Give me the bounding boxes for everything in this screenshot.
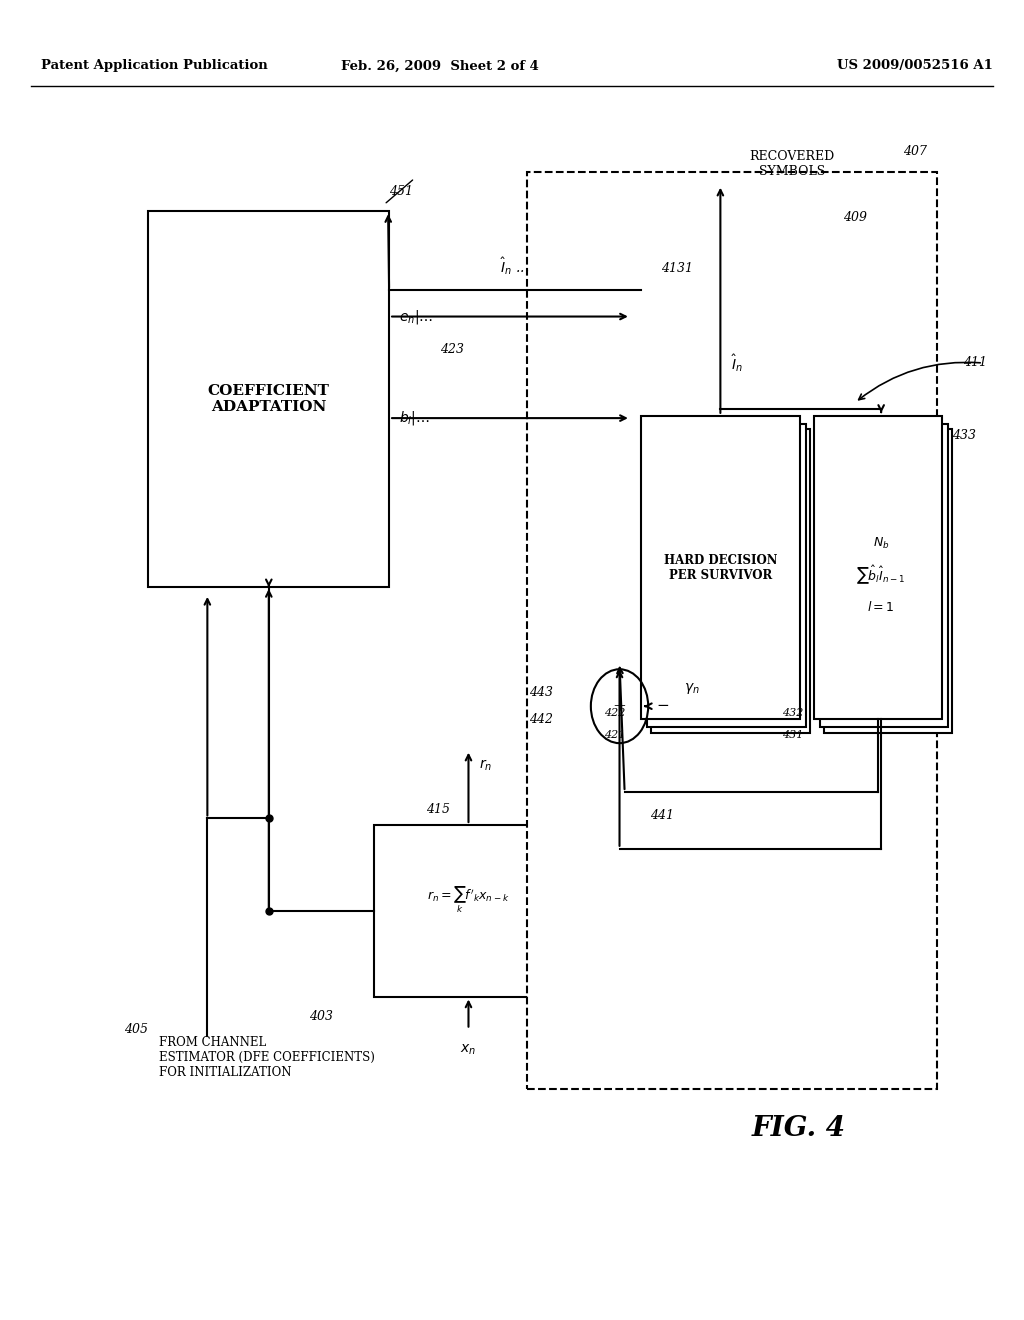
FancyBboxPatch shape xyxy=(527,172,937,1089)
Text: $\hat{I}_n$: $\hat{I}_n$ xyxy=(731,352,742,374)
Text: 403: 403 xyxy=(309,1010,333,1023)
Text: 422: 422 xyxy=(604,708,626,718)
FancyBboxPatch shape xyxy=(651,429,810,733)
Text: 405: 405 xyxy=(125,1023,148,1036)
Text: +: + xyxy=(612,698,627,714)
Text: RECOVERED
SYMBOLS: RECOVERED SYMBOLS xyxy=(750,150,835,178)
Text: $r_n=\sum_k f'_k x_{n-k}$: $r_n=\sum_k f'_k x_{n-k}$ xyxy=(427,886,510,915)
FancyBboxPatch shape xyxy=(820,424,948,727)
FancyBboxPatch shape xyxy=(824,429,952,733)
Text: 411: 411 xyxy=(963,356,986,370)
FancyBboxPatch shape xyxy=(814,416,942,719)
FancyBboxPatch shape xyxy=(647,424,806,727)
Text: Patent Application Publication: Patent Application Publication xyxy=(41,59,267,73)
Text: 407: 407 xyxy=(903,145,927,158)
Text: FROM CHANNEL
ESTIMATOR (DFE COEFFICIENTS)
FOR INITIALIZATION: FROM CHANNEL ESTIMATOR (DFE COEFFICIENTS… xyxy=(159,1036,375,1080)
FancyBboxPatch shape xyxy=(148,211,389,587)
Text: $\hat{I}_n$ ...: $\hat{I}_n$ ... xyxy=(501,256,529,277)
Text: −: − xyxy=(656,700,669,713)
Text: $\gamma_n$: $\gamma_n$ xyxy=(684,681,699,696)
Text: $r_n$: $r_n$ xyxy=(479,758,492,774)
Text: 441: 441 xyxy=(650,809,674,822)
Text: $b_l| \ldots$: $b_l| \ldots$ xyxy=(399,409,430,428)
Text: 415: 415 xyxy=(426,803,450,816)
Text: 4131: 4131 xyxy=(662,261,693,275)
FancyBboxPatch shape xyxy=(374,825,563,997)
Text: 431: 431 xyxy=(782,730,804,741)
Text: 409: 409 xyxy=(844,211,867,224)
Text: 451: 451 xyxy=(389,185,413,198)
Text: 443: 443 xyxy=(529,686,553,700)
Text: COEFFICIENT
ADAPTATION: COEFFICIENT ADAPTATION xyxy=(208,384,330,414)
Text: 423: 423 xyxy=(440,343,464,356)
Text: FIG. 4: FIG. 4 xyxy=(752,1115,846,1142)
Text: 433: 433 xyxy=(952,429,976,442)
Text: 421: 421 xyxy=(604,730,626,741)
Text: $N_b$: $N_b$ xyxy=(872,536,890,552)
Text: US 2009/0052516 A1: US 2009/0052516 A1 xyxy=(838,59,993,73)
Text: HARD DECISION
PER SURVIVOR: HARD DECISION PER SURVIVOR xyxy=(664,553,777,582)
Text: Feb. 26, 2009  Sheet 2 of 4: Feb. 26, 2009 Sheet 2 of 4 xyxy=(341,59,540,73)
Text: $e_n| \ldots$: $e_n| \ldots$ xyxy=(399,308,433,326)
Text: $l=1$: $l=1$ xyxy=(867,601,895,614)
Text: 432: 432 xyxy=(782,708,804,718)
Text: $x_n$: $x_n$ xyxy=(461,1043,476,1056)
Text: 442: 442 xyxy=(529,713,553,726)
FancyBboxPatch shape xyxy=(641,416,800,719)
Text: $\sum \hat{b}_l \hat{I}_{n-1}$: $\sum \hat{b}_l \hat{I}_{n-1}$ xyxy=(856,562,906,586)
